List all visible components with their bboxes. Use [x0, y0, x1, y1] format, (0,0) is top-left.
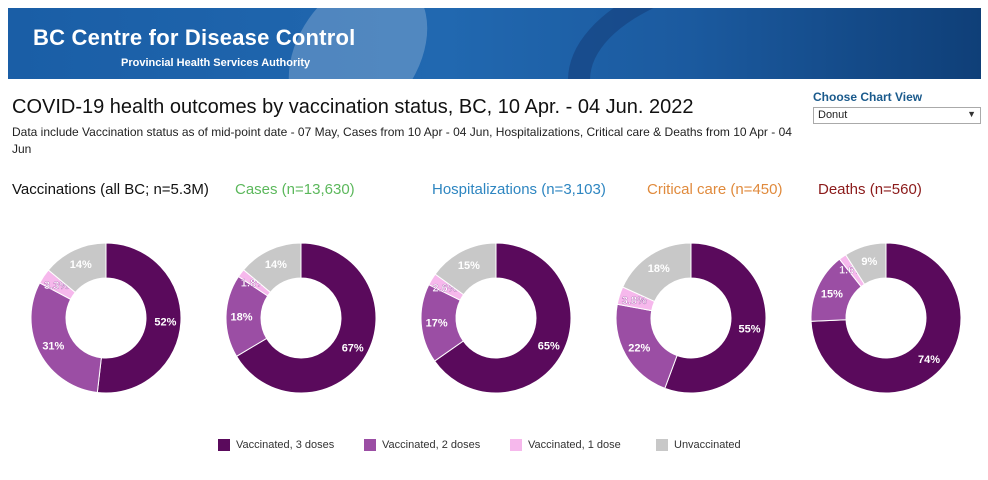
donut-4-label-3-doses: 74% — [918, 354, 940, 366]
legend-swatch — [218, 439, 230, 451]
donut-2-label-unvaccinated: 15% — [458, 260, 480, 272]
legend-label: Unvaccinated — [674, 439, 741, 451]
org-subtitle: Provincial Health Services Authority — [121, 57, 311, 69]
donut-2-label-2-doses: 17% — [426, 317, 448, 329]
donut-3-label-unvaccinated: 18% — [648, 263, 670, 275]
legend-item-2-doses: Vaccinated, 2 doses — [364, 439, 480, 451]
donut-4-slice-3-doses[interactable] — [810, 242, 962, 394]
heading-cases: Cases (n=13,630) — [235, 181, 355, 198]
legend-label: Vaccinated, 3 doses — [236, 439, 335, 451]
donut-0-slice-unvaccinated[interactable] — [47, 242, 107, 294]
donut-1-slice-unvaccinated[interactable] — [242, 242, 302, 293]
legend-item-3-doses: Vaccinated, 3 doses — [218, 439, 334, 451]
chart-view-label: Choose Chart View — [813, 90, 923, 104]
donut-2-slice-unvaccinated[interactable] — [434, 242, 497, 296]
legend-label: Vaccinated, 1 dose — [528, 439, 621, 451]
donut-4-slice-unvaccinated[interactable] — [844, 242, 887, 285]
legend-item-1-dose: Vaccinated, 1 dose — [510, 439, 621, 451]
donut-1-label-2-doses: 18% — [231, 312, 253, 324]
heading-critical-care: Critical care (n=450) — [647, 181, 783, 198]
donut-3-label-3-doses: 55% — [739, 324, 761, 336]
org-name: BC Centre for Disease Control — [33, 25, 356, 50]
donut-0-label-2-doses: 31% — [42, 341, 64, 353]
donut-3-label-2-doses: 22% — [628, 342, 650, 354]
legend-label: Vaccinated, 2 doses — [382, 439, 481, 451]
chevron-down-icon: ▼ — [967, 109, 976, 119]
legend-item-unvaccinated: Unvaccinated — [656, 439, 741, 451]
legend-swatch — [364, 439, 376, 451]
donut-3-slice-3-doses[interactable] — [664, 242, 767, 394]
donut-4-label-2-doses: 15% — [821, 288, 843, 300]
heading-hospitalizations: Hospitalizations (n=3,103) — [432, 181, 606, 198]
heading-vaccinations: Vaccinations (all BC; n=5.3M) — [12, 181, 209, 198]
chart-view-select[interactable]: Donut ▼ — [813, 107, 981, 124]
donut-3-slice-unvaccinated[interactable] — [622, 242, 692, 303]
donut-0-label-unvaccinated: 14% — [70, 259, 92, 271]
data-note: Data include Vaccination status as of mi… — [12, 125, 792, 156]
donut-0-label-3-doses: 52% — [154, 316, 176, 328]
donut-1-label-3-doses: 67% — [342, 342, 364, 354]
donut-0-slice-2-doses[interactable] — [30, 282, 102, 394]
donut-2-label-3-doses: 65% — [538, 340, 560, 352]
donut-4-label-unvaccinated: 9% — [861, 256, 877, 268]
header-banner: BC Centre for Disease Control Provincial… — [8, 8, 981, 79]
donut-3-label-1-dose: 3.8% — [622, 295, 647, 307]
legend-swatch — [510, 439, 522, 451]
chart-view-selected: Donut — [818, 109, 848, 121]
donut-1-label-unvaccinated: 14% — [265, 259, 287, 271]
heading-deaths: Deaths (n=560) — [818, 181, 922, 198]
page-title: COVID-19 health outcomes by vaccination … — [12, 96, 694, 118]
donut-1-slice-3-doses[interactable] — [235, 242, 377, 394]
donut-2-slice-3-doses[interactable] — [433, 242, 572, 394]
legend-swatch — [656, 439, 668, 451]
donut-0-slice-3-doses[interactable] — [96, 242, 182, 394]
